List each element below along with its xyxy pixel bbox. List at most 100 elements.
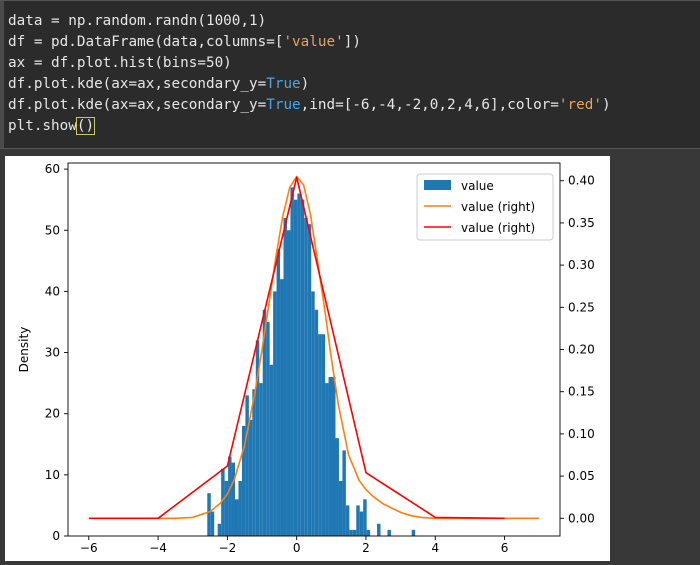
histogram-bar (328, 377, 333, 536)
y-tick-label: 0 (52, 529, 60, 543)
histogram-bar (290, 187, 294, 536)
code-token: data = np.random.randn(1000,1) (8, 13, 267, 29)
histogram-bar (280, 279, 284, 536)
code-editor[interactable]: data = np.random.randn(1000,1) df = pd.Da… (8, 11, 611, 137)
histogram-bar (321, 334, 326, 536)
y2-tick-label: 0.15 (568, 385, 595, 399)
legend-label: value (right) (461, 200, 535, 214)
y2-tick-label: 0.30 (568, 258, 595, 272)
code-token: 'value' (283, 34, 344, 50)
histogram-bar (259, 383, 263, 536)
histogram-bar (304, 218, 308, 537)
y-tick-label: 20 (45, 407, 60, 421)
histogram-bar (283, 218, 287, 537)
code-line-2: df = pd.DataFrame(data,columns=['value']… (8, 32, 611, 53)
x-tick-label: 6 (501, 541, 509, 555)
histogram-bar (363, 499, 367, 536)
histogram-bar (325, 383, 329, 536)
histogram-bar (286, 230, 291, 536)
code-token: df.plot.kde(ax=ax,secondary_y= (8, 97, 267, 113)
histogram-bar (255, 340, 260, 536)
legend-label: value (right) (461, 221, 535, 235)
y-tick-label: 10 (45, 468, 60, 482)
x-tick-label: 4 (431, 541, 439, 555)
histogram-bar (307, 224, 312, 537)
code-token: ]) (343, 34, 361, 50)
x-tick-label: −2 (219, 541, 237, 555)
code-token: ) (300, 76, 310, 92)
legend-label: value (461, 179, 494, 193)
histogram-bar (231, 462, 236, 536)
histogram-bar (210, 511, 215, 536)
histogram-bar (252, 389, 256, 536)
code-line-4: df.plot.kde(ax=ax,secondary_y=True) (8, 74, 611, 95)
code-line-1: data = np.random.randn(1000,1) (8, 11, 611, 32)
legend-swatch-histogram (424, 180, 451, 190)
code-token: () (75, 117, 96, 135)
histogram-bar (235, 499, 239, 536)
histogram-bar (228, 456, 232, 536)
y2-tick-label: 0.35 (568, 216, 595, 230)
code-cell[interactable]: data = np.random.randn(1000,1) df = pd.Da… (0, 0, 700, 149)
histogram-bar (387, 529, 391, 536)
histogram-bar (293, 199, 298, 536)
histogram-bar (366, 529, 371, 536)
code-line-5: df.plot.kde(ax=ax,secondary_y=True,ind=[… (8, 95, 611, 116)
histogram-bar (318, 334, 322, 536)
histogram-bar (238, 480, 242, 536)
code-token: plt.show (8, 118, 77, 134)
kde-line-orange (158, 175, 540, 520)
x-tick-label: 2 (362, 541, 370, 555)
histogram-bar (342, 450, 346, 536)
histogram-bar (300, 199, 305, 536)
y-tick-label: 40 (45, 284, 60, 298)
histogram-bar (221, 468, 225, 536)
code-token: ,ind=[-6,-4,-2,0,2,4,6],color= (300, 97, 559, 113)
code-token: df = pd.DataFrame(data,columns=[ (8, 34, 284, 50)
kde-histogram-chart: −6 −4 −2 0 2 4 601020304050600.000.050.100.150… (17, 162, 595, 555)
histogram-bar (269, 364, 274, 536)
histogram-bar (207, 493, 211, 536)
x-tick-label: 0 (293, 541, 301, 555)
legend-box (416, 173, 554, 241)
histogram-bar (245, 395, 249, 536)
histogram-bar (377, 523, 381, 536)
x-tick-label: −4 (149, 541, 167, 555)
cell-accent-bar (0, 1, 4, 148)
code-token: True (266, 76, 301, 92)
y-axis-label: Density (17, 327, 31, 373)
histogram-bar (352, 529, 357, 536)
histogram-bar (262, 309, 267, 536)
histogram-bar (335, 438, 339, 536)
histogram-bar (273, 291, 277, 536)
code-line-6: plt.show() (8, 116, 611, 137)
y-tick-label: 60 (45, 162, 60, 176)
kde-line-red (88, 176, 505, 520)
histogram-bar (359, 511, 364, 536)
y2-tick-label: 0.40 (568, 174, 595, 188)
histogram-bar (349, 529, 353, 536)
code-token: df.plot.kde(ax=ax,secondary_y= (8, 76, 267, 92)
y2-tick-label: 0.05 (568, 469, 595, 483)
histogram-bar (241, 425, 246, 536)
cell-output: −6 −4 −2 0 2 4 6 0 10 20 30 40 50 60 0.00 0.05 0.10 0.15 0… (5, 156, 610, 561)
histogram-bar (345, 505, 350, 536)
y-tick-label: 50 (45, 223, 60, 237)
histogram-bar (224, 480, 229, 536)
histogram-bar (314, 309, 319, 536)
histogram-bar (356, 505, 360, 536)
histogram-bar (217, 523, 222, 536)
y2-tick-label: 0.20 (568, 343, 595, 357)
histogram-bar (248, 419, 253, 536)
code-token: ax = df.plot.hist(bins=50) (8, 55, 232, 71)
code-token: ) (601, 97, 611, 113)
y-tick-label: 30 (45, 346, 60, 360)
code-token: True (266, 97, 301, 113)
y2-tick-label: 0.25 (568, 300, 595, 314)
y2-tick-label: 0.00 (568, 511, 595, 525)
histogram-bar (297, 193, 301, 536)
histogram-bar (338, 480, 343, 536)
y2-tick-label: 0.10 (568, 427, 595, 441)
histogram-bar (276, 248, 281, 536)
code-line-3: ax = df.plot.hist(bins=50) (8, 53, 611, 74)
